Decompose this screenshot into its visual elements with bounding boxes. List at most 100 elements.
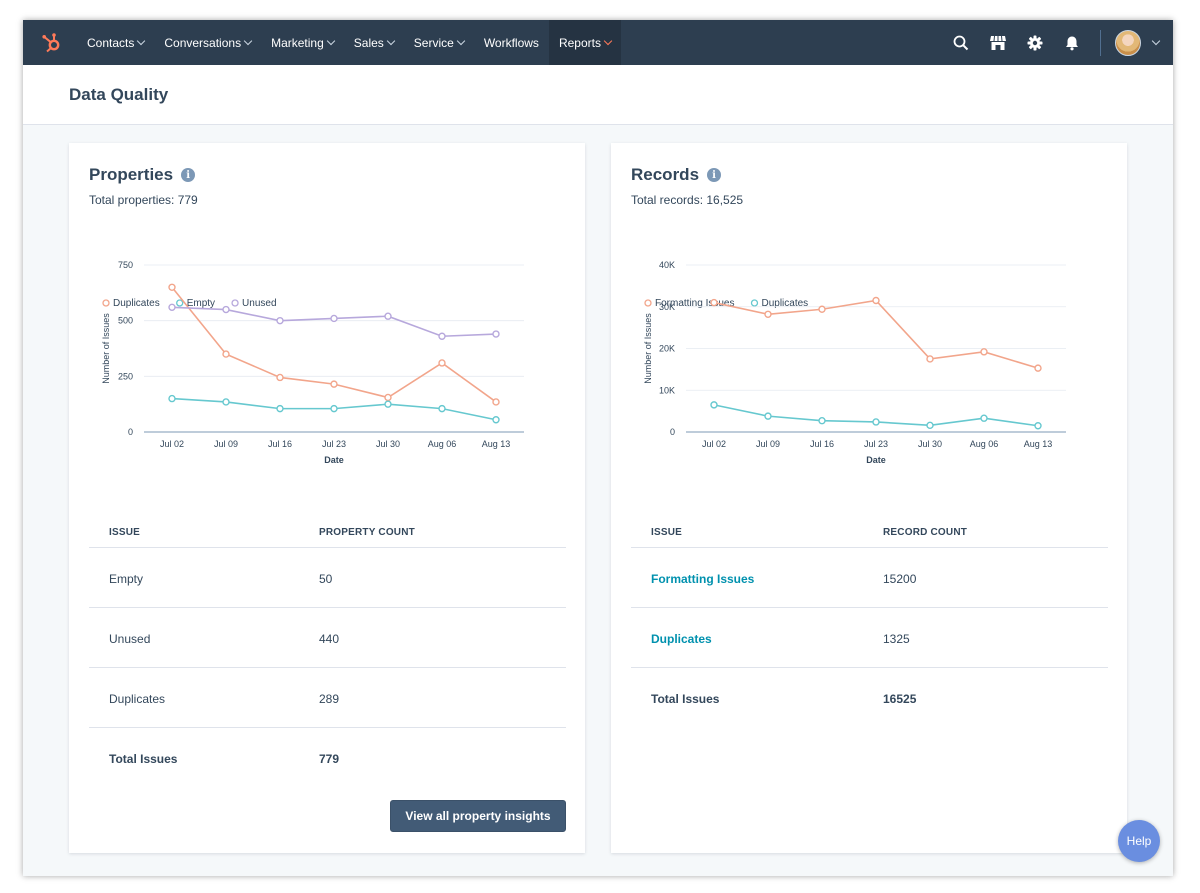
table-row: Empty 50 [89, 548, 566, 608]
data-point-formatting-issues[interactable] [818, 305, 826, 313]
marketplace-icon[interactable] [979, 20, 1016, 65]
x-axis-title: Date [866, 455, 886, 465]
formatting-issues-link[interactable]: Formatting Issues [651, 572, 755, 586]
data-point-duplicates[interactable] [980, 414, 988, 422]
data-point-unused[interactable] [330, 314, 338, 323]
data-point-empty[interactable] [492, 416, 500, 424]
data-point-formatting-issues[interactable] [1034, 364, 1042, 372]
data-point-unused[interactable] [222, 305, 230, 314]
data-point-empty[interactable] [222, 398, 230, 406]
data-point-empty[interactable] [438, 404, 446, 413]
duplicates-link[interactable]: Duplicates [651, 632, 712, 646]
properties-title-text: Properties [89, 165, 174, 184]
chevron-down-icon [456, 36, 466, 45]
legend-label: Empty [187, 298, 215, 309]
chevron-down-icon [243, 36, 253, 45]
data-point-duplicates[interactable] [492, 398, 500, 406]
data-point-duplicates[interactable] [330, 380, 338, 388]
search-icon[interactable] [942, 20, 979, 65]
data-point-unused[interactable] [492, 330, 500, 338]
legend-item-formatting-issues[interactable]: Formatting Issues [644, 298, 734, 309]
column-header-count: PROPERTY COUNT [319, 527, 415, 538]
data-point-duplicates[interactable] [926, 421, 934, 430]
y-tick-label: 500 [118, 316, 133, 326]
x-tick-label: Jul 02 [160, 439, 184, 449]
count-cell: 1325 [883, 632, 910, 646]
legend-label: Duplicates [761, 298, 808, 309]
table-total-row: Total Issues 779 [89, 728, 566, 788]
legend-item-unused[interactable]: Unused [231, 298, 277, 309]
total-count: 779 [319, 752, 340, 766]
hubspot-logo[interactable] [27, 20, 77, 65]
data-point-formatting-issues[interactable] [764, 310, 772, 318]
records-title-text: Records [631, 165, 700, 184]
data-point-empty[interactable] [384, 400, 392, 408]
y-tick-label: 250 [118, 371, 133, 381]
table-total-row: Total Issues 16525 [631, 668, 1108, 728]
properties-table: ISSUE PROPERTY COUNT Empty 50 Unused 440… [89, 521, 566, 788]
page-header: Data Quality [23, 65, 1173, 125]
records-title: Records i [631, 165, 722, 185]
nav-workflows[interactable]: Workflows [483, 35, 539, 50]
data-point-empty[interactable] [168, 394, 176, 403]
data-point-duplicates[interactable] [438, 359, 446, 367]
data-point-duplicates[interactable] [710, 401, 718, 409]
legend-item-duplicates[interactable]: Duplicates [102, 298, 160, 309]
legend-label: Duplicates [113, 298, 160, 309]
help-button[interactable]: Help [1118, 820, 1160, 862]
data-point-unused[interactable] [276, 316, 284, 325]
data-point-empty[interactable] [330, 404, 338, 413]
legend-marker [102, 299, 110, 307]
view-property-insights-button[interactable]: View all property insights [390, 800, 566, 832]
x-tick-label: Jul 09 [214, 439, 238, 449]
bell-icon[interactable] [1053, 20, 1090, 65]
table-row: Formatting Issues 15200 [631, 548, 1108, 608]
data-point-unused[interactable] [438, 332, 446, 340]
x-tick-label: Jul 23 [322, 439, 346, 449]
nav-sales[interactable]: Sales [344, 20, 404, 65]
records-total: Total records: 16,525 [631, 193, 744, 207]
info-icon[interactable]: i [181, 168, 196, 182]
nav-contacts[interactable]: Contacts [77, 20, 154, 65]
page-title: Data Quality [69, 85, 169, 104]
y-tick-label: 750 [118, 260, 133, 270]
data-point-formatting-issues[interactable] [980, 348, 988, 356]
data-point-formatting-issues[interactable] [710, 298, 718, 307]
y-axis-title: Number of Issues [101, 313, 111, 384]
data-point-empty[interactable] [276, 404, 284, 413]
gear-icon[interactable] [1016, 20, 1053, 65]
y-axis-title: Number of Issues [643, 313, 653, 384]
y-tick-label: 0 [670, 427, 675, 437]
data-point-duplicates[interactable] [276, 373, 284, 382]
data-point-duplicates[interactable] [818, 417, 826, 425]
legend-item-empty[interactable]: Empty [176, 298, 215, 309]
data-point-formatting-issues[interactable] [926, 355, 934, 363]
nav-marketing[interactable]: Marketing [261, 20, 344, 65]
data-point-formatting-issues[interactable] [872, 296, 880, 305]
chevron-down-icon [326, 36, 336, 45]
data-point-duplicates[interactable] [764, 412, 772, 420]
data-point-duplicates[interactable] [168, 283, 176, 291]
info-icon[interactable]: i [707, 168, 722, 182]
data-point-duplicates[interactable] [872, 418, 880, 426]
column-header-issue: ISSUE [651, 527, 683, 538]
x-tick-label: Jul 23 [864, 439, 888, 449]
nav-reports[interactable]: Reports [548, 20, 621, 65]
data-point-duplicates[interactable] [222, 350, 230, 358]
nav-service[interactable]: Service [404, 20, 474, 65]
app-window: Contacts Conversations Marketing Sales S… [23, 20, 1173, 876]
legend-item-duplicates[interactable]: Duplicates [750, 298, 808, 309]
legend-marker [644, 299, 652, 307]
data-point-duplicates[interactable] [384, 393, 392, 402]
data-point-unused[interactable] [168, 303, 176, 312]
avatar[interactable] [1115, 29, 1141, 56]
data-point-duplicates[interactable] [1034, 422, 1042, 430]
properties-title: Properties i [89, 165, 196, 185]
total-label: Total Issues [109, 752, 178, 766]
chevron-down-icon [603, 36, 613, 45]
nav-conversations[interactable]: Conversations [154, 20, 261, 65]
records-card: Records i Total records: 16,525 Formatti… [611, 143, 1127, 853]
properties-card: Properties i Total properties: 779 Dupli… [69, 143, 585, 853]
data-point-unused[interactable] [384, 312, 392, 320]
chevron-down-icon[interactable] [1151, 36, 1161, 45]
